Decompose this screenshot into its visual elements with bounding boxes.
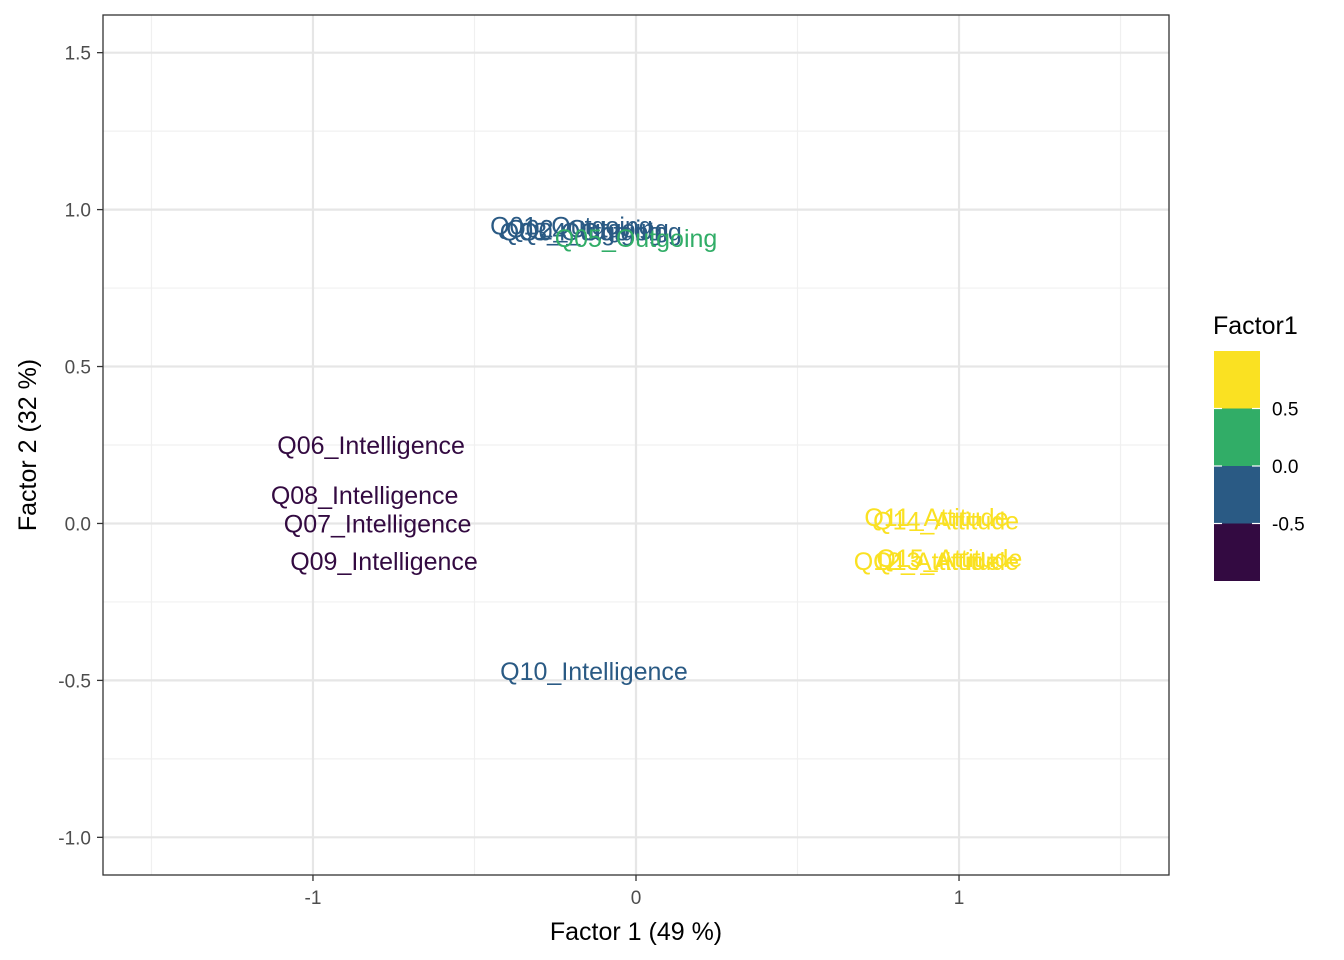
point-label: Q10_Intelligence <box>500 658 688 686</box>
y-tick-label: -0.5 <box>58 671 91 692</box>
point-label: Q02_Outgoing <box>506 215 669 243</box>
legend-labels: 0.5 0.0 -0.5 <box>1214 400 1305 536</box>
point-labels: Q01_OutgoingQ02_OutgoingQ03_OutgoingQ04_… <box>271 212 1022 686</box>
legend-label: 0.5 <box>1272 400 1298 421</box>
point-label: Q11_Attitude <box>864 504 1008 532</box>
x-tick-label: 0 <box>631 888 642 909</box>
point-label: Q04_Outgoing <box>519 219 682 247</box>
point-label: Q14_Attitude <box>873 507 1019 535</box>
point-label: Q06_Intelligence <box>277 432 465 460</box>
point-label: Q09_Intelligence <box>290 548 478 576</box>
point-label: Q05_Outgoing <box>555 225 718 253</box>
x-tick-label: 1 <box>954 888 965 909</box>
y-tick-label: 1.0 <box>65 201 91 222</box>
point-label: Q13_Attitude <box>873 548 1019 576</box>
x-axis-title: Factor 1 (49 %) <box>550 918 722 946</box>
legend-swatch <box>1214 466 1260 524</box>
point-label: Q15_Attitude <box>876 545 1022 573</box>
legend-swatch <box>1214 523 1260 581</box>
legend-swatch <box>1214 351 1260 409</box>
point-label: Q01_Outgoing <box>490 212 653 240</box>
x-axis-ticks: -1 0 1 <box>305 875 965 909</box>
y-axis-ticks: -1.0 -0.5 0.0 0.5 1.0 1.5 <box>58 44 103 849</box>
point-label: Q03_Outgoing <box>500 219 663 247</box>
x-tick-label: -1 <box>305 888 322 909</box>
legend-title: Factor1 <box>1213 312 1298 340</box>
y-tick-label: 1.5 <box>65 44 91 65</box>
y-tick-label: 0.0 <box>65 514 91 535</box>
y-tick-label: -1.0 <box>58 828 91 849</box>
legend-swatch <box>1214 408 1260 466</box>
point-label: Q08_Intelligence <box>271 482 459 510</box>
y-tick-label: 0.5 <box>65 358 91 379</box>
point-label: Q07_Intelligence <box>284 510 472 538</box>
y-axis-title: Factor 2 (32 %) <box>14 359 42 531</box>
major-gridlines <box>103 15 1169 875</box>
point-label: Q12_Attitude <box>854 548 1000 576</box>
legend-label: -0.5 <box>1272 515 1305 536</box>
legend-label: 0.0 <box>1272 457 1298 478</box>
legend-colorbar <box>1214 351 1260 581</box>
legend: Factor1 0.5 0.0 -0.5 <box>1213 312 1305 581</box>
